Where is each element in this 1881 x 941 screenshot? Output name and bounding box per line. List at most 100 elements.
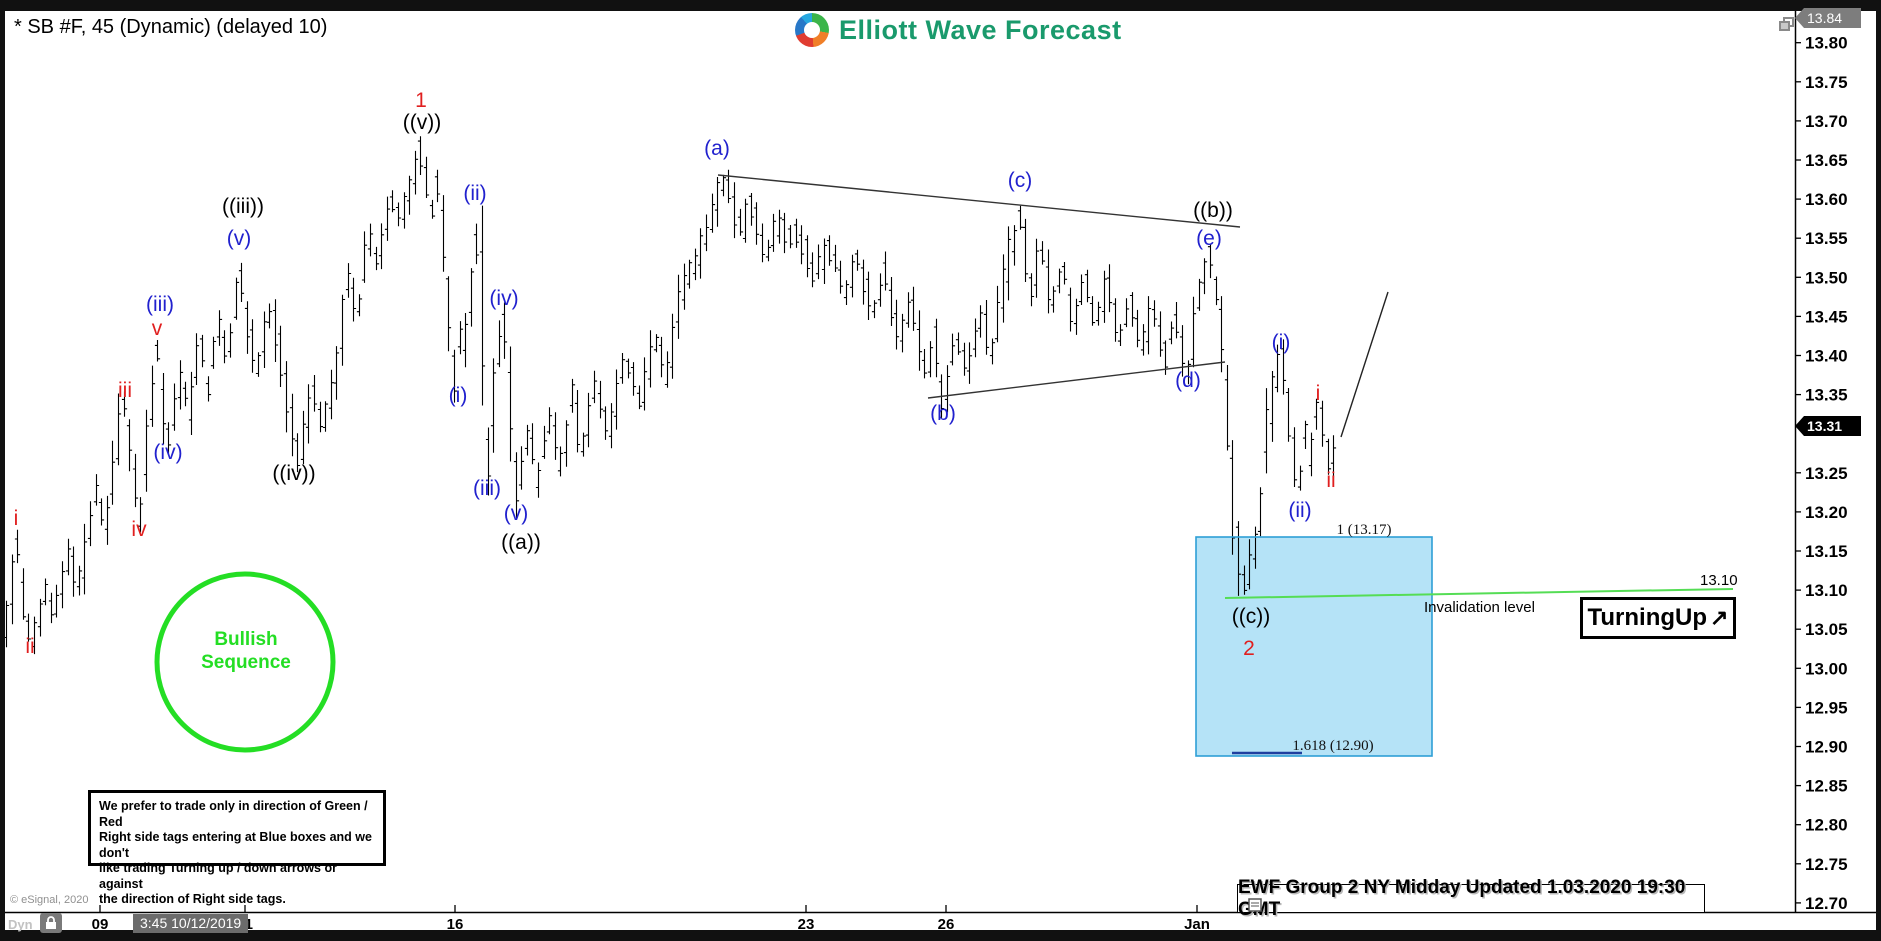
wave-label: ii xyxy=(25,635,34,658)
wave-label: (iv) xyxy=(153,441,182,464)
blue-box-fill xyxy=(1196,537,1432,756)
update-timestamp-box: EWF Group 2 NY Midday Updated 1.03.2020 … xyxy=(1237,877,1705,920)
ewf-logo-text: Elliott Wave Forecast xyxy=(839,14,1122,45)
wave-label: ((a)) xyxy=(501,531,541,554)
mini-page-icon[interactable] xyxy=(1248,898,1262,917)
price-axis-label: 12.85 xyxy=(1805,777,1848,796)
projection-line xyxy=(1340,291,1389,438)
wave-label: (b) xyxy=(930,402,956,425)
wave-label: (i) xyxy=(1272,331,1291,354)
wave-label: (c) xyxy=(1008,169,1033,192)
price-axis-label: 13.65 xyxy=(1805,151,1848,170)
wave-label: (ii) xyxy=(463,182,486,205)
triangle-upper xyxy=(717,174,1241,228)
window-frame-left xyxy=(0,0,5,941)
price-axis-label: 13.70 xyxy=(1805,112,1848,131)
wave-label: (a) xyxy=(704,137,730,160)
price-axis-label: 13.75 xyxy=(1805,73,1848,92)
dynamic-mode-label: Dyn xyxy=(8,917,33,932)
bullish-line1: Bullish xyxy=(214,629,278,650)
wave-label: iii xyxy=(118,379,132,402)
price-axis-label: 13.10 xyxy=(1805,581,1848,600)
wave-label: ii xyxy=(1326,469,1335,492)
ohlc-bars xyxy=(3,136,1337,655)
fib-extension-1-label: 1 (13.17) xyxy=(1336,522,1392,538)
disclaimer-line: like trading Turning up / down arrows or… xyxy=(99,861,337,891)
wave-label: i xyxy=(1316,382,1321,405)
esignal-copyright: © eSignal, 2020 xyxy=(10,894,89,906)
last-price-tag: 13.31 xyxy=(1795,416,1861,436)
price-axis-label: 12.95 xyxy=(1805,698,1848,717)
disclaimer-line: We prefer to trade only in direction of … xyxy=(99,799,368,829)
wave-label: (i) xyxy=(449,384,468,407)
triangle-lower xyxy=(927,361,1226,399)
price-axis-label: 13.00 xyxy=(1805,659,1848,678)
price-axis-label: 13.15 xyxy=(1805,542,1848,561)
disclaimer-line: the direction of Right side tags. xyxy=(99,892,286,906)
invalidation-level-text: Invalidation level xyxy=(1424,599,1535,616)
wave-label: ((v)) xyxy=(403,111,441,134)
date-axis-label: 09 xyxy=(92,916,109,933)
price-axis-label: 13.20 xyxy=(1805,503,1848,522)
wave-label: (d) xyxy=(1175,369,1201,392)
price-axis-label: 13.40 xyxy=(1805,347,1848,366)
price-axis-label: 13.35 xyxy=(1805,386,1848,405)
window-frame-top xyxy=(0,0,1881,11)
wave-label: 2 xyxy=(1243,637,1255,660)
trading-disclaimer-box: We prefer to trade only in direction of … xyxy=(88,790,386,906)
restore-window-icon[interactable] xyxy=(1779,17,1795,37)
price-axis-label: 12.90 xyxy=(1805,738,1848,757)
wave-label: (v) xyxy=(504,502,529,525)
wave-label: i xyxy=(14,507,19,530)
price-axis-label: 12.70 xyxy=(1805,894,1848,913)
turning-up-signal-box: TurningUp ↗ xyxy=(1580,597,1736,639)
wave-label: 1 xyxy=(415,89,427,112)
bullish-line2: Sequence xyxy=(201,652,291,673)
window-frame-bottom xyxy=(0,930,1881,941)
date-axis-label: 23 xyxy=(798,916,815,933)
ewf-logo-icon xyxy=(795,13,829,47)
wave-label: iv xyxy=(131,518,147,541)
symbol-title: * SB #F, 45 (Dynamic) (delayed 10) xyxy=(14,16,328,38)
invalidation-line xyxy=(1224,588,1734,599)
session-high-price-tag: 13.84 xyxy=(1795,8,1861,28)
price-axis-label: 12.75 xyxy=(1805,855,1848,874)
wave-label: ((b)) xyxy=(1193,199,1233,222)
bullish-sequence-circle xyxy=(154,571,336,753)
turning-up-label: TurningUp xyxy=(1587,604,1708,631)
window-frame-right xyxy=(1876,0,1881,941)
wave-label: (iii) xyxy=(473,477,501,500)
wave-label: ((c)) xyxy=(1232,605,1270,628)
price-axis-label: 13.05 xyxy=(1805,620,1848,639)
wave-label: ((iv)) xyxy=(272,462,315,485)
wave-label: (e) xyxy=(1196,227,1222,250)
wave-label: ((iii)) xyxy=(222,195,264,218)
price-axis-label: 13.55 xyxy=(1805,229,1848,248)
wave-label: v xyxy=(152,317,163,340)
date-axis-label: 26 xyxy=(938,916,955,933)
bullish-sequence-text: Bullish Sequence xyxy=(157,628,335,674)
date-axis-label: Jan xyxy=(1184,916,1210,933)
price-axis-label: 13.80 xyxy=(1805,34,1848,53)
fib-extension-1618-label: 1.618 (12.90) xyxy=(1292,738,1374,754)
price-axis-label: 13.60 xyxy=(1805,190,1848,209)
wave-label: (v) xyxy=(227,227,252,250)
wave-label: (iv) xyxy=(489,287,518,310)
update-timestamp-text: EWF Group 2 NY Midday Updated 1.03.2020 … xyxy=(1238,876,1686,920)
invalidation-price-label: 13.10 xyxy=(1700,572,1738,589)
lock-icon[interactable] xyxy=(40,913,62,938)
price-axis-label: 13.25 xyxy=(1805,464,1848,483)
price-axis-label: 12.80 xyxy=(1805,816,1848,835)
price-axis-label: 13.45 xyxy=(1805,307,1848,326)
wave-label: (ii) xyxy=(1288,499,1311,522)
date-axis-label: 16 xyxy=(447,916,464,933)
up-right-arrow-icon: ↗ xyxy=(1710,605,1729,630)
wave-labels: iiiiiiivv(iii)(iv)(v)((iii))((iv))1((v))… xyxy=(14,89,1336,660)
wave-label: (iii) xyxy=(146,293,174,316)
price-axis-label: 13.50 xyxy=(1805,268,1848,287)
disclaimer-line: Right side tags entering at Blue boxes a… xyxy=(99,830,372,860)
cursor-time-tag: 3:45 10/12/2019 xyxy=(133,914,249,933)
blue-box-border xyxy=(1195,536,1433,757)
ewf-logo: Elliott Wave Forecast xyxy=(795,13,1122,47)
